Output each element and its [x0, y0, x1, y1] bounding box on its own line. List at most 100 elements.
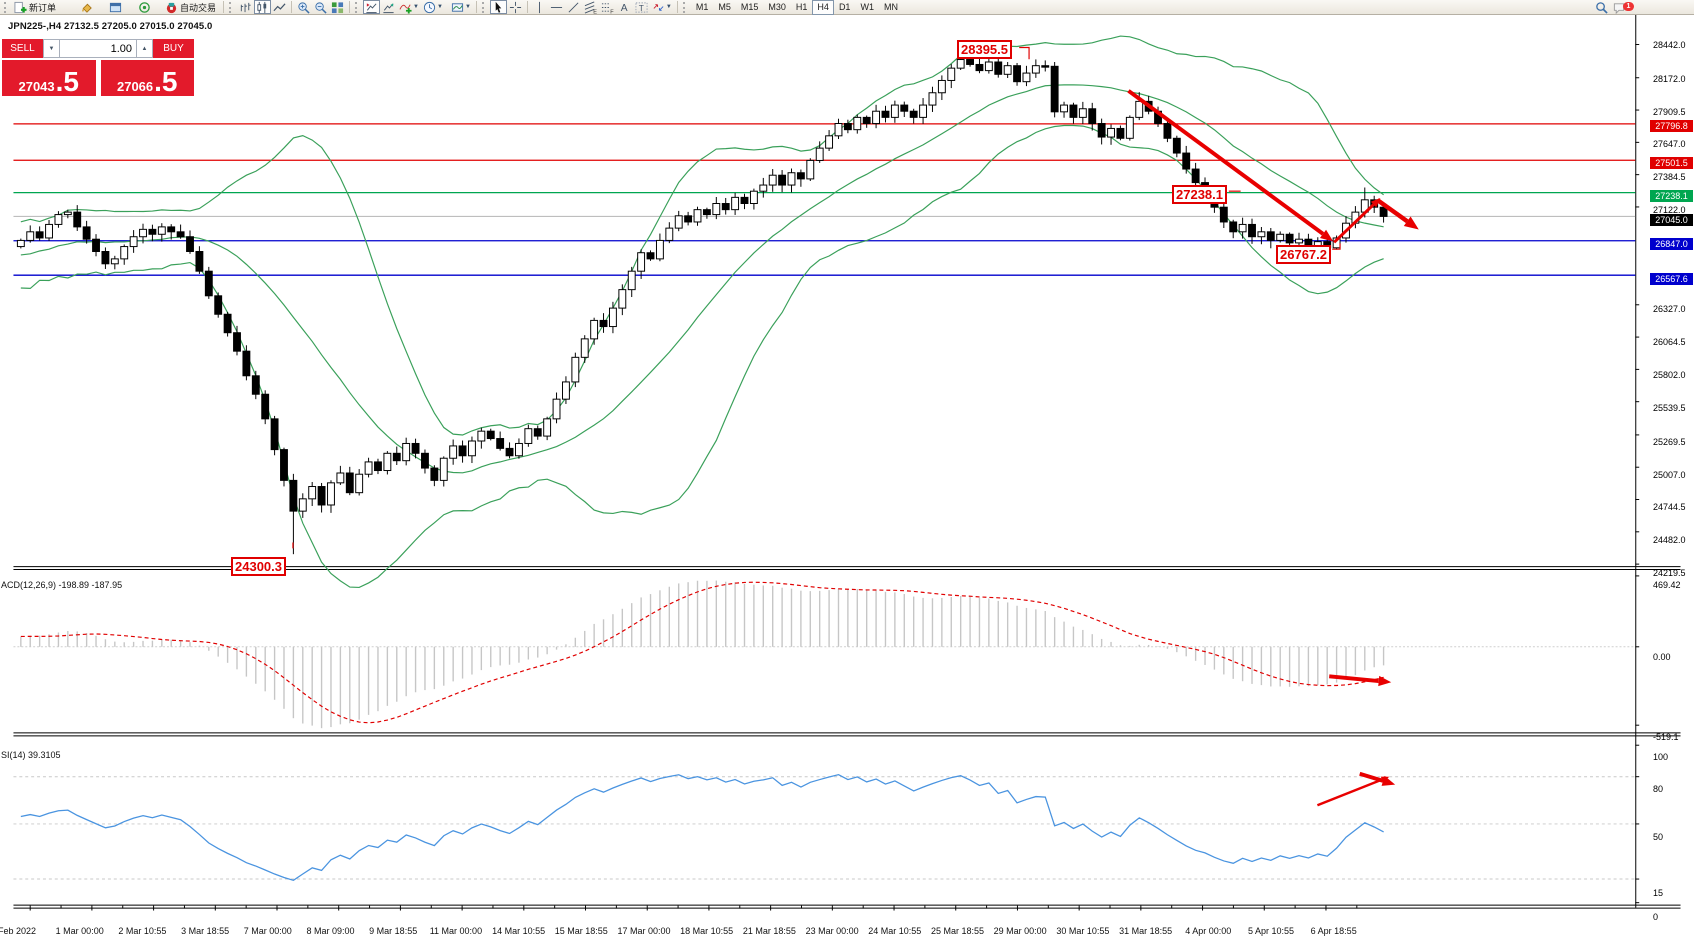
macd-axis-label: 0.00 [1653, 652, 1671, 662]
sell-price-display[interactable]: 27043 .5 [2, 60, 96, 96]
volume-increase-button[interactable]: ▲ [136, 39, 153, 58]
candle [54, 211, 63, 228]
market-window-button[interactable] [107, 0, 124, 14]
trend-arrow[interactable] [1329, 674, 1392, 687]
timeframe-button-m1[interactable]: M1 [695, 1, 709, 12]
trend-arrow[interactable] [1359, 771, 1396, 786]
trend-arrow[interactable] [1127, 89, 1334, 242]
bar-chart-button[interactable] [237, 0, 254, 14]
ask-main-digits: 27066 [116, 79, 154, 94]
candle [702, 207, 711, 219]
fibo-f-button[interactable]: F [599, 0, 616, 14]
tile-windows-icon [331, 1, 344, 13]
chart-profile-button[interactable]: ▼ [449, 0, 473, 14]
candle [1060, 101, 1068, 118]
timeframe-bar: M1 M5 M15 M30 H1 H4 D1 W1 MN [691, 0, 903, 15]
shift-end-icon [383, 2, 394, 13]
add-indicator-icon [399, 4, 412, 14]
candlestick-button[interactable] [254, 0, 272, 14]
notifications-button[interactable]: 1 [1610, 0, 1634, 14]
price-annotation-box[interactable]: 27238.1 [1172, 185, 1227, 204]
price-annotation-box[interactable]: 24300.3 [231, 557, 286, 576]
search-icon [1596, 1, 1608, 14]
candle [383, 451, 392, 475]
candle [712, 196, 721, 220]
add-indicator-button[interactable]: ▼ [397, 0, 421, 14]
shift-chart-icon [366, 2, 377, 13]
bollinger-middle [20, 84, 1384, 474]
price-annotation-box[interactable]: 26767.2 [1276, 245, 1331, 264]
trendline-button[interactable] [565, 0, 582, 14]
price-axis-label: 24482.0 [1653, 535, 1686, 546]
tile-windows-button[interactable] [329, 0, 346, 14]
candle [1116, 125, 1125, 141]
price-annotation-box[interactable]: 28395.5 [957, 40, 1012, 59]
volume-decrease-button[interactable]: ▼ [43, 39, 60, 58]
candle [1295, 232, 1303, 246]
buy-button[interactable]: BUY [153, 39, 194, 58]
candle [778, 170, 787, 193]
toolbar-grip[interactable] [4, 1, 10, 13]
macd-indicator-label: ACD(12,26,9) -198.89 -187.95 [1, 580, 123, 590]
horizontal-line-button[interactable] [548, 0, 565, 14]
candle [928, 86, 937, 112]
candle [148, 224, 157, 242]
timeframe-button-h4[interactable]: H4 [812, 0, 834, 15]
crosshair-button[interactable] [507, 0, 524, 14]
line-chart-button[interactable] [271, 0, 288, 14]
time-axis-label: 15 Mar 18:55 [554, 926, 608, 936]
volume-input[interactable] [60, 39, 136, 58]
candle [16, 238, 25, 249]
search-button[interactable] [1593, 0, 1610, 14]
candle [1257, 227, 1266, 245]
candle [486, 428, 495, 441]
vertical-line-button[interactable] [531, 0, 548, 14]
trend-arrow[interactable] [1376, 198, 1419, 230]
new-order-icon [14, 1, 27, 13]
candle [834, 118, 843, 140]
svg-text:F: F [610, 9, 614, 13]
text-label-button[interactable]: T [633, 0, 650, 14]
autotrade-button[interactable]: 自动交易 [163, 0, 220, 14]
shift-chart-button[interactable] [363, 0, 381, 14]
timeframe-button-m30[interactable]: M30 [768, 1, 786, 12]
zoom-in-button[interactable] [295, 0, 312, 14]
candle [449, 439, 458, 465]
timeframe-button-w1[interactable]: W1 [860, 1, 874, 12]
new-order-button[interactable]: 新订单 [12, 0, 60, 14]
candle [618, 284, 627, 316]
shift-end-button[interactable] [380, 0, 397, 14]
period-clock-button[interactable]: ▼ [421, 0, 445, 14]
time-axis-label: 24 Mar 10:55 [868, 926, 922, 936]
timeframe-button-d1[interactable]: D1 [838, 1, 851, 12]
price-axis-label: 25007.0 [1653, 469, 1686, 480]
autotrade-icon [166, 2, 177, 13]
candle [505, 442, 514, 459]
paint-bucket-icon [82, 3, 92, 13]
time-axis-label: 5 Apr 10:55 [1247, 926, 1295, 936]
timeframe-button-m5[interactable]: M5 [718, 1, 731, 12]
zoom-out-button[interactable] [312, 0, 329, 14]
trend-arrow[interactable] [1333, 198, 1381, 244]
price-axis-label: 24744.5 [1653, 502, 1686, 513]
sell-button[interactable]: SELL [2, 39, 43, 58]
arrows-button[interactable]: ▼ [650, 0, 674, 14]
paint-bucket-button[interactable] [78, 0, 95, 14]
candle [580, 335, 589, 363]
candle [1097, 118, 1106, 145]
line-chart-icon [273, 2, 286, 11]
time-axis-label: 31 Mar 18:55 [1119, 926, 1173, 936]
time-axis-label: 17 Mar 00:00 [617, 926, 671, 936]
main-chart-canvas[interactable] [0, 15, 1694, 944]
timeframe-button-h1[interactable]: H1 [795, 1, 808, 12]
fibo-e-button[interactable]: E [582, 0, 599, 14]
candle [1069, 102, 1078, 124]
cursor-button[interactable] [489, 0, 507, 14]
text-button[interactable]: A [616, 0, 633, 14]
timeframe-button-m15[interactable]: M15 [740, 1, 759, 12]
buy-price-display[interactable]: 27066 .5 [100, 60, 194, 96]
candle [1031, 59, 1040, 78]
signal-button[interactable] [136, 0, 153, 14]
rsi-axis-label: 15 [1653, 888, 1664, 898]
timeframe-button-mn[interactable]: MN [883, 1, 898, 12]
